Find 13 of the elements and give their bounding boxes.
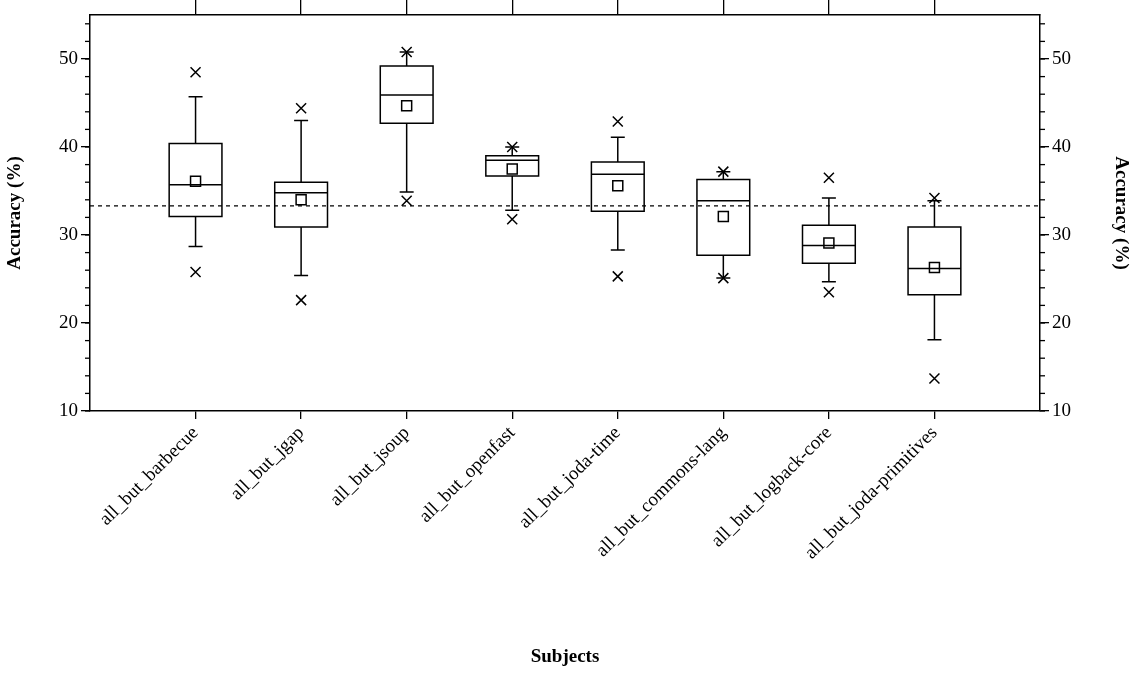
y2-tick-label: 30 bbox=[1052, 222, 1071, 244]
y-tick-label: 20 bbox=[59, 310, 78, 332]
y-axis-title: Accuracy (%) bbox=[3, 156, 26, 270]
y2-tick-label: 40 bbox=[1052, 134, 1071, 156]
y-tick-label: 10 bbox=[59, 398, 78, 420]
y-tick-label: 40 bbox=[59, 134, 78, 156]
y-tick-label: 30 bbox=[59, 222, 78, 244]
y2-axis-title: Accuracy (%) bbox=[1110, 156, 1133, 270]
x-axis-title: Subjects bbox=[530, 644, 600, 666]
y2-tick-label: 20 bbox=[1052, 310, 1071, 332]
y2-tick-label: 50 bbox=[1052, 46, 1071, 68]
y2-tick-label: 10 bbox=[1052, 398, 1071, 420]
y-tick-label: 50 bbox=[59, 46, 78, 68]
